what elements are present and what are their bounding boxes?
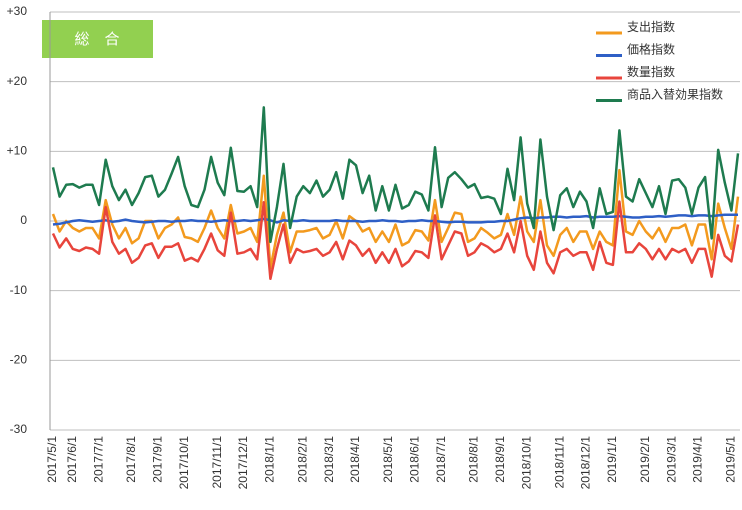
x-tick-label: 2018/9/1: [493, 436, 507, 483]
x-tick-label: 2017/5/1: [45, 436, 59, 483]
x-tick-label: 2019/2/1: [638, 436, 652, 483]
x-tick-label: 2018/1/1: [263, 436, 277, 483]
series-line: [51, 106, 740, 244]
x-tick-label: 2018/8/1: [467, 436, 481, 483]
legend-label: 支出指数: [627, 19, 675, 34]
x-tick-label: 2017/8/1: [124, 436, 138, 483]
x-tick-label: 2018/2/1: [295, 436, 309, 483]
x-tick-label: 2018/6/1: [407, 436, 421, 483]
x-tick-label: 2018/11/1: [552, 436, 566, 489]
series-line: [51, 168, 740, 270]
series-line: [51, 200, 740, 281]
legend-label: 商品入替効果指数: [627, 87, 723, 102]
x-tick-label: 2018/7/1: [434, 436, 448, 483]
x-tick-label: 2018/12/1: [579, 436, 593, 490]
y-tick-label: +10: [7, 144, 28, 158]
x-tick-label: 2019/5/1: [724, 436, 738, 483]
x-tick-label: 2017/11/1: [210, 436, 224, 489]
x-tick-label: 2019/4/1: [691, 436, 705, 483]
x-tick-label: 2017/12/1: [236, 436, 250, 490]
y-tick-label: -20: [10, 353, 28, 367]
x-tick-label: 2018/3/1: [322, 436, 336, 483]
x-tick-label: 2017/9/1: [151, 436, 165, 483]
x-tick-label: 2019/3/1: [664, 436, 678, 483]
y-tick-label: -10: [10, 283, 28, 297]
x-tick-label: 2017/10/1: [177, 436, 191, 490]
badge: [42, 20, 153, 58]
y-tick-label: 0: [20, 213, 27, 227]
x-tick-label: 2019/1/1: [605, 436, 619, 483]
x-tick-label: 2018/4/1: [348, 436, 362, 483]
x-tick-label: 2017/7/1: [91, 436, 105, 483]
legend-label: 数量指数: [627, 64, 675, 79]
legend-label: 価格指数: [627, 42, 675, 57]
series-line: [52, 213, 738, 226]
badge-label: 総 合: [74, 31, 119, 48]
x-tick-label: 2018/5/1: [381, 436, 395, 483]
x-tick-label: 2017/6/1: [65, 436, 79, 483]
y-tick-label: -30: [10, 422, 28, 436]
y-tick-label: +20: [7, 74, 28, 88]
y-tick-label: +30: [7, 4, 28, 18]
x-tick-label: 2018/10/1: [519, 436, 533, 490]
